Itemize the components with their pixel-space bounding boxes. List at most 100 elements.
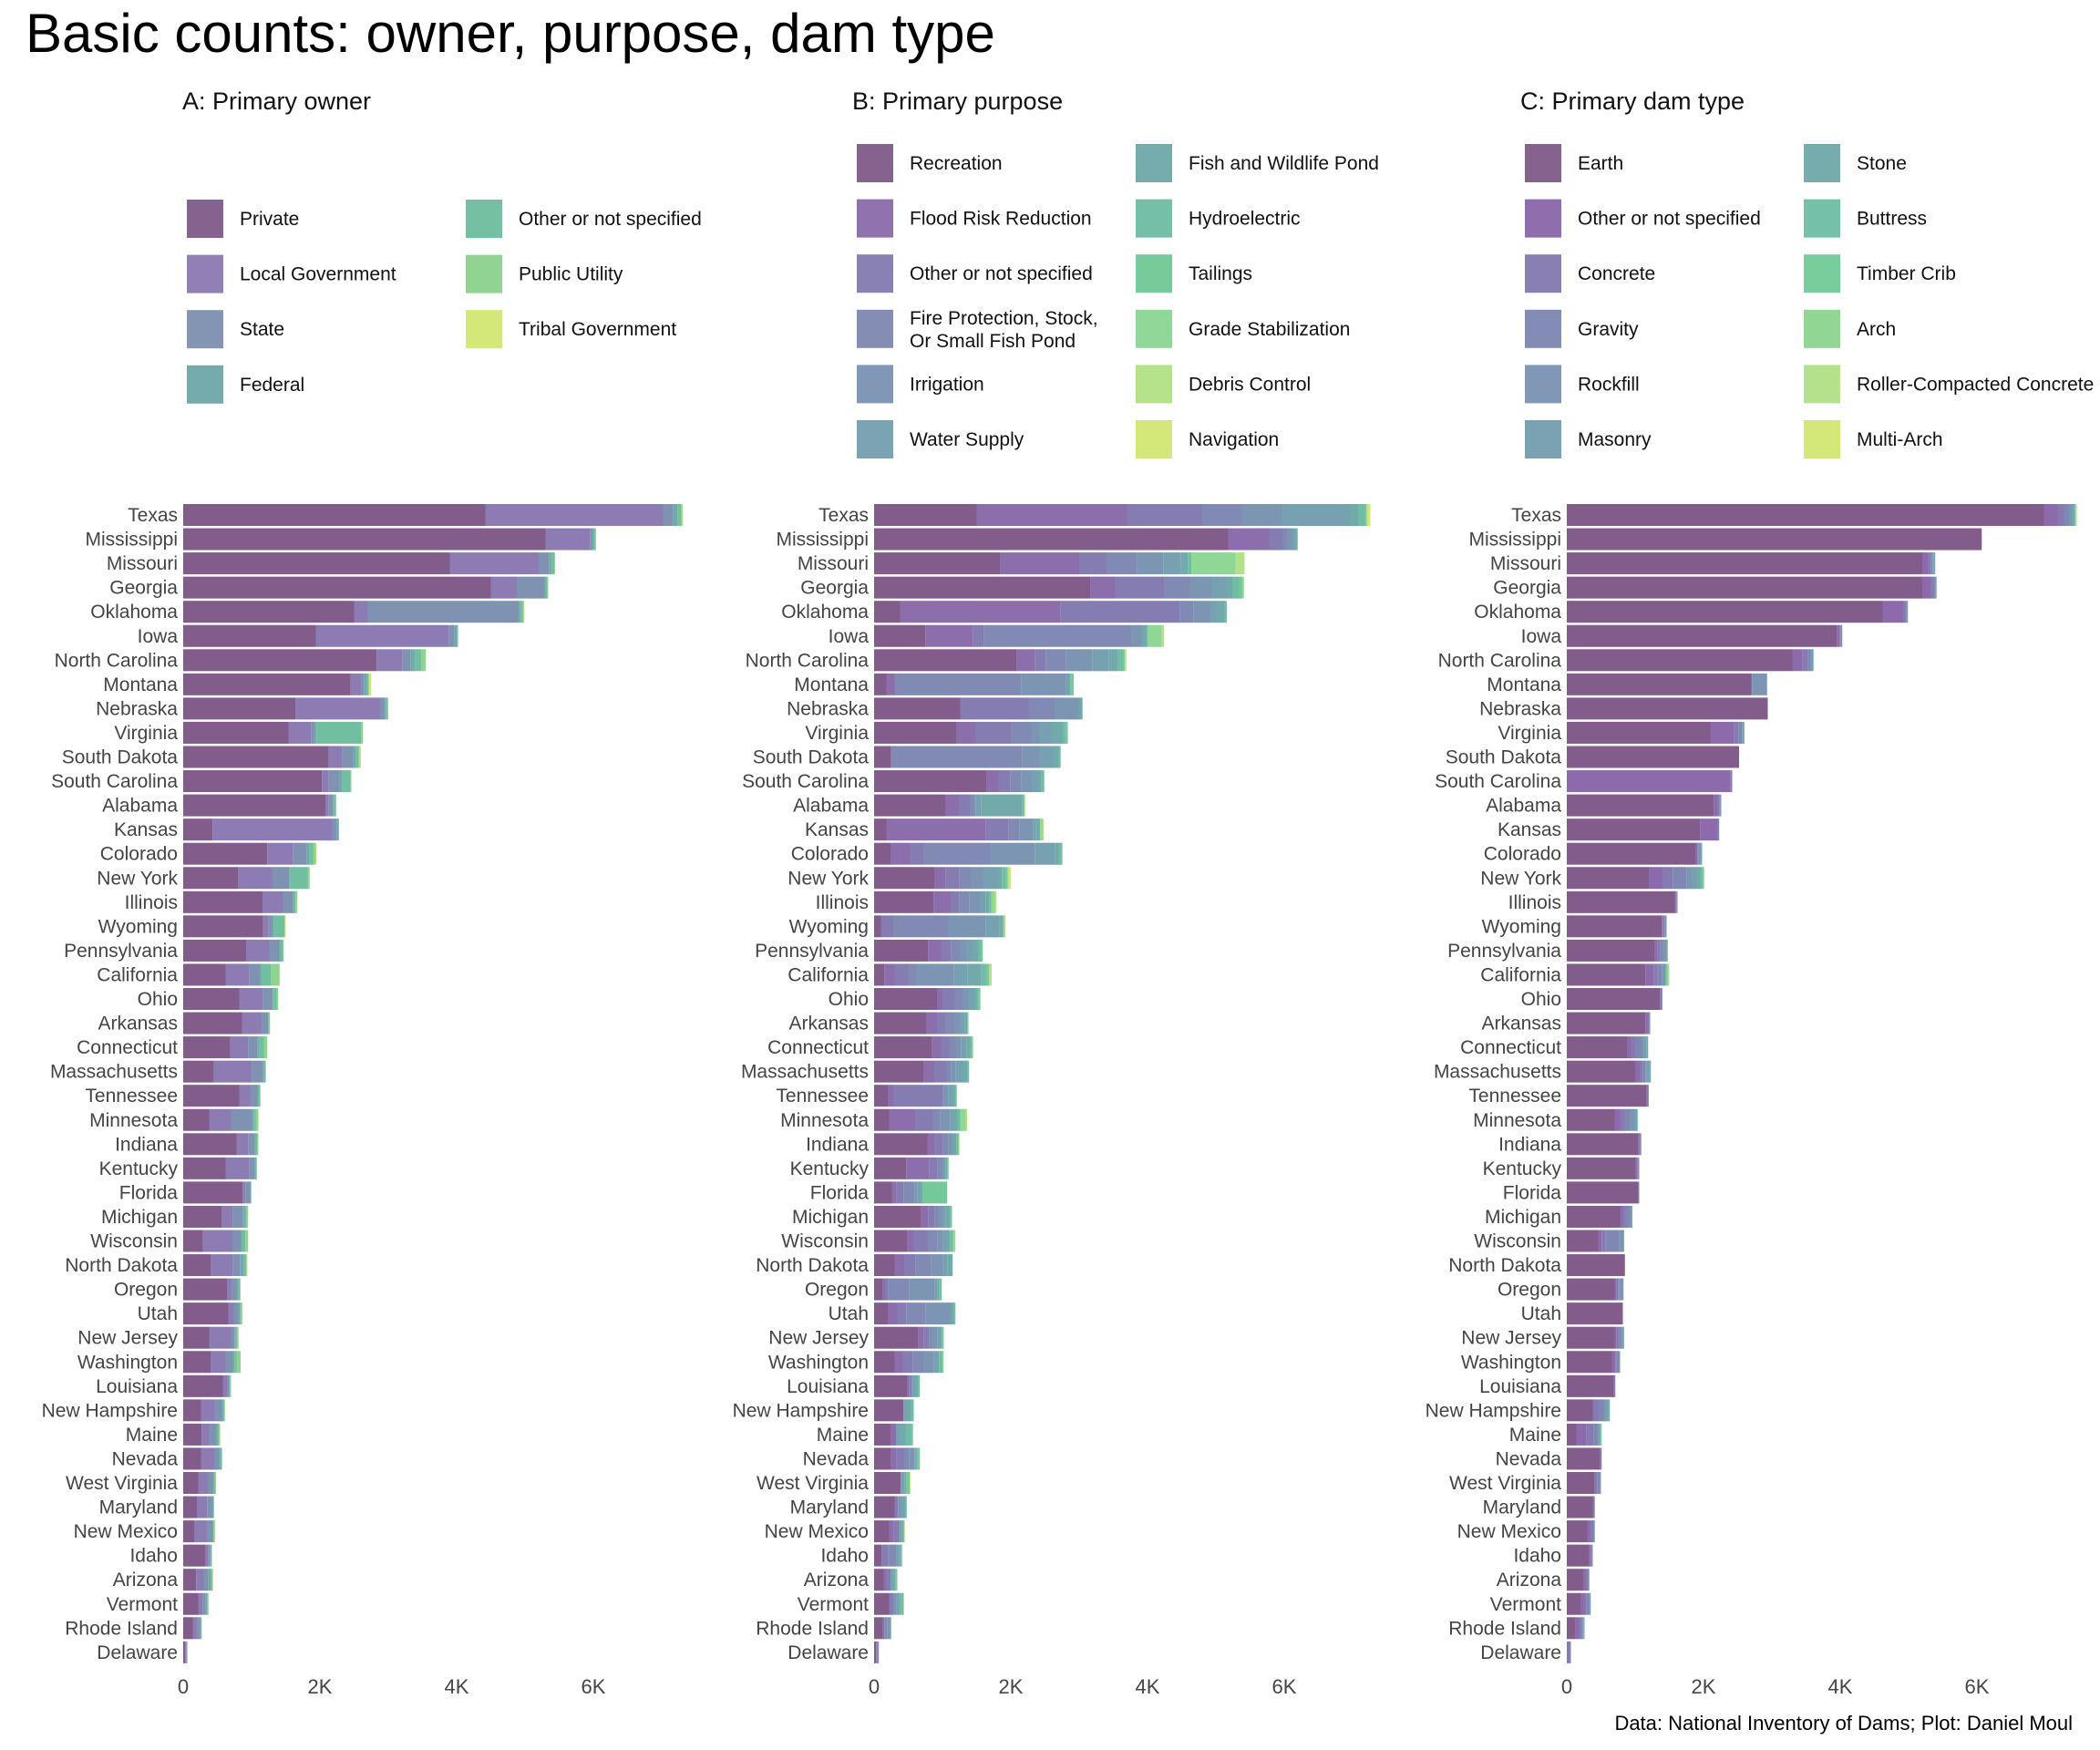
bar-segment: [877, 1641, 880, 1663]
bar-segment: [1697, 842, 1698, 865]
bar-segment: [901, 1496, 904, 1518]
legend-label: Other or not specified: [1578, 209, 1761, 230]
bar-segment: [946, 1060, 952, 1083]
bar-segment: [212, 818, 333, 841]
bar-segment: [219, 1447, 221, 1470]
bar-segment: [1580, 1617, 1583, 1640]
legend-label: Navigation: [1189, 429, 1279, 450]
bar-segment: [219, 1423, 221, 1446]
bar-segment: [231, 1326, 235, 1349]
bar-segment: [1663, 915, 1665, 938]
bar-segment: [943, 1157, 946, 1179]
bar-segment: [257, 1085, 259, 1107]
state-label: Alabama: [1486, 796, 1561, 817]
bar-segment: [240, 1302, 242, 1325]
state-label: Georgia: [800, 578, 869, 599]
bar-segment: [1646, 1036, 1649, 1059]
main-title: Basic counts: owner, purpose, dam type: [26, 3, 995, 64]
bar-segment: [1667, 939, 1668, 962]
bar-segment: [874, 1544, 882, 1567]
bar-segment: [212, 1569, 213, 1591]
state-label: Minnesota: [1473, 1110, 1561, 1131]
bar-segment: [211, 1569, 213, 1591]
legend-swatch: [1136, 420, 1172, 458]
bar-segment: [1600, 1423, 1602, 1446]
bar-segment: [1108, 649, 1118, 672]
bar-segment: [1647, 1012, 1650, 1035]
bar-segment: [1696, 867, 1701, 890]
bar-segment: [903, 1592, 904, 1615]
bar-segment: [978, 988, 981, 1010]
bar-segment: [910, 1472, 911, 1494]
bar-segment: [1583, 1617, 1585, 1640]
bar-segment: [911, 1423, 913, 1446]
bar-segment: [211, 1569, 212, 1591]
bar-segment: [183, 1012, 242, 1035]
state-label: Louisiana: [96, 1376, 178, 1397]
bar-segment: [367, 601, 519, 623]
bar-segment: [1287, 528, 1292, 551]
state-label: Georgia: [109, 578, 178, 599]
bar-segment: [942, 1133, 949, 1156]
bar-segment: [1601, 1230, 1606, 1252]
bar-segment: [874, 1036, 932, 1059]
bar-segment: [874, 1423, 891, 1446]
bar-segment: [940, 1326, 942, 1349]
bar-segment: [1792, 649, 1803, 672]
bar-segment: [912, 1351, 923, 1374]
state-label: Maine: [1509, 1425, 1561, 1446]
legend-swatch: [187, 365, 223, 404]
bar-segment: [677, 504, 681, 526]
bar-segment: [874, 624, 926, 647]
bar-segment: [1623, 1230, 1624, 1252]
bar-segment: [874, 721, 956, 744]
state-label: Mississippi: [1468, 530, 1561, 551]
bar-segment: [183, 867, 238, 890]
bar-segment: [1137, 552, 1164, 575]
bar-segment: [928, 1205, 935, 1228]
bar-segment: [241, 1230, 242, 1252]
bar-segment: [1619, 1278, 1624, 1301]
state-label: Rhode Island: [756, 1618, 869, 1639]
bar-segment: [202, 1592, 206, 1615]
state-label: Washington: [768, 1352, 869, 1373]
bar-segment: [1802, 649, 1808, 672]
bar-segment: [1674, 890, 1676, 913]
state-label: Kansas: [1498, 819, 1561, 840]
bar-segment: [1055, 842, 1059, 865]
bar-segment: [549, 552, 551, 575]
bar-segment: [888, 1544, 897, 1567]
bar-segment: [230, 1374, 232, 1397]
bar-segment: [358, 746, 360, 768]
bar-segment: [485, 504, 664, 526]
state-label: Texas: [1511, 505, 1561, 526]
state-label: Oklahoma: [1474, 602, 1561, 623]
bar-segment: [246, 939, 270, 962]
bar-segment: [1570, 1641, 1571, 1663]
bar-segment: [874, 1302, 888, 1325]
bar-segment: [1623, 1326, 1624, 1349]
state-label: Utah: [138, 1303, 178, 1324]
legend-label: Other or not specified: [910, 263, 1093, 284]
bar-segment: [1616, 1278, 1619, 1301]
bar-segment: [1701, 867, 1704, 890]
bar-segment: [951, 890, 960, 913]
bar-segment: [1935, 576, 1936, 599]
legend-swatch: [466, 254, 502, 293]
legend-swatch: [857, 420, 893, 458]
legend-label: Buttress: [1857, 209, 1927, 230]
bar-segment: [1657, 939, 1661, 962]
bar-segment: [1646, 1060, 1650, 1083]
bar-segment: [957, 1108, 961, 1131]
bar-segment: [923, 1351, 934, 1374]
bar-segment: [874, 528, 1229, 551]
bar-segment: [1619, 1326, 1621, 1349]
bar-segment: [316, 721, 361, 744]
state-label: Maryland: [1483, 1498, 1561, 1518]
state-label: South Dakota: [1446, 747, 1562, 768]
state-label: New Jersey: [768, 1328, 869, 1349]
bar-segment: [951, 1060, 956, 1083]
bar-segment: [985, 915, 1000, 938]
bar-segment: [1635, 1157, 1638, 1179]
